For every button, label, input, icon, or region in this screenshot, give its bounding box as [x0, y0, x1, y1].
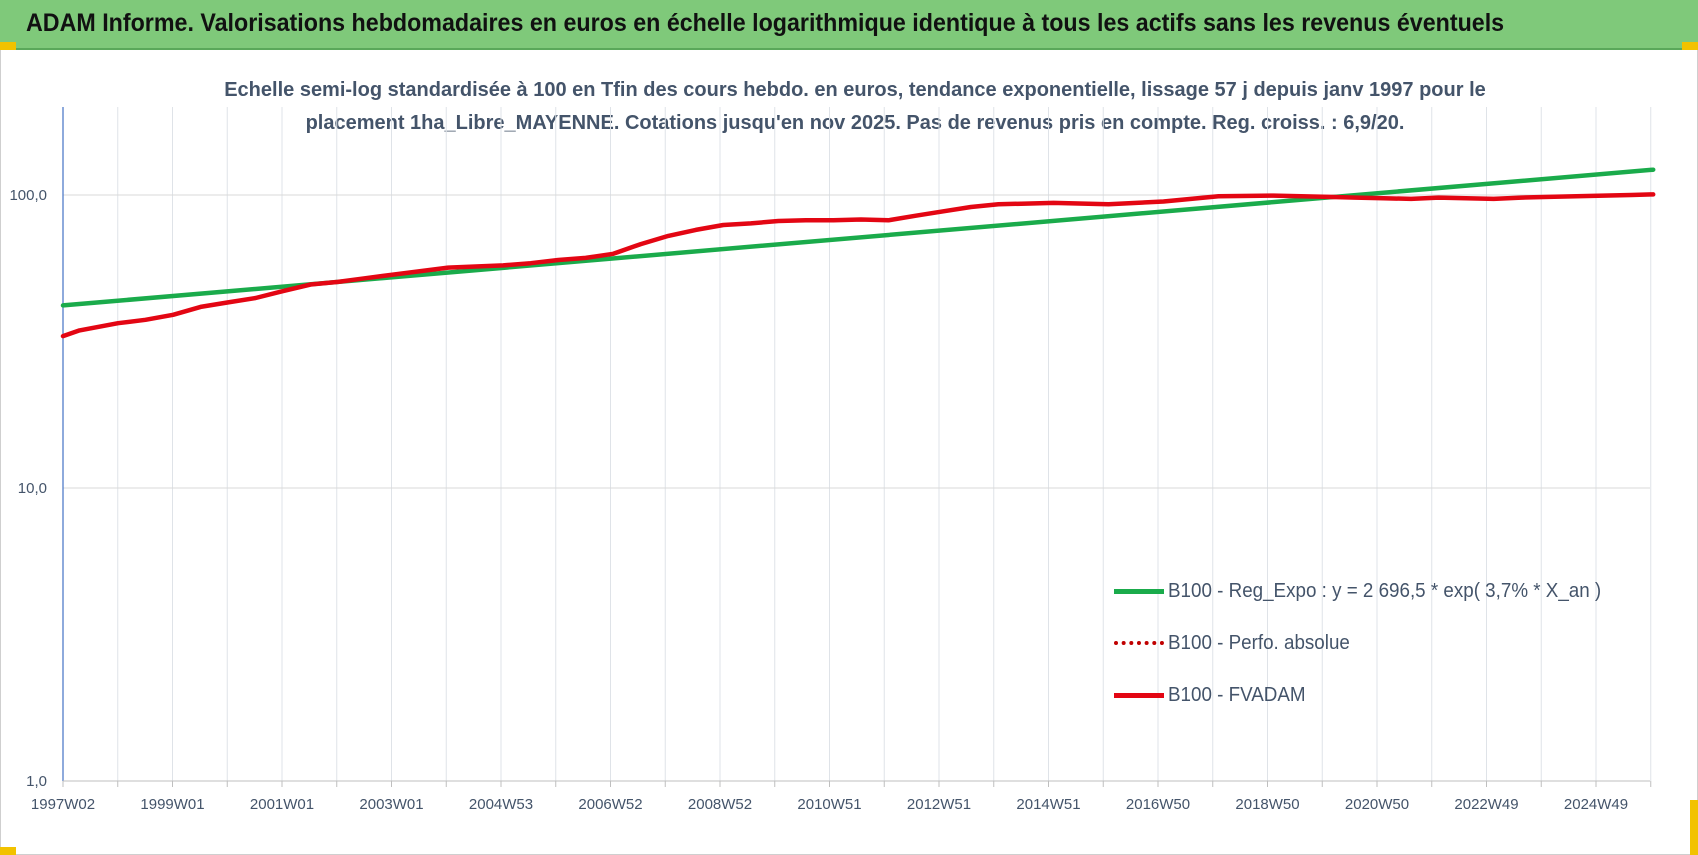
x-tick-label: 2012W51 — [907, 796, 971, 813]
x-tick-label: 2024W49 — [1564, 796, 1628, 813]
legend-label-perfo-absolue: B100 - Perfo. absolue — [1168, 631, 1350, 654]
x-tick-label: 2010W51 — [797, 796, 861, 813]
x-tick-label: 1997W02 — [31, 796, 95, 813]
legend-swatch-green-line — [1114, 588, 1164, 594]
chart-title: Echelle semi-log standardisée à 100 en T… — [160, 74, 1550, 140]
series-line-fvadam — [60, 192, 1656, 339]
legend-item-reg-expo: B100 - Reg_Expo : y = 2 696,5 * exp( 3,7… — [1114, 565, 1674, 617]
chart-title-line-2: placement 1ha_Libre_MAYENNE. Cotations j… — [305, 112, 1405, 134]
x-tick-label: 2004W53 — [469, 796, 533, 813]
x-tick-label: 2008W52 — [688, 796, 752, 813]
y-tick-label: 1,0 — [26, 773, 47, 790]
y-tick-label: 100,0 — [9, 187, 47, 204]
x-tick-label: 2022W49 — [1454, 796, 1518, 813]
x-tick-label: 1999W01 — [140, 796, 204, 813]
legend-swatch-red-line — [1114, 692, 1164, 698]
banner-title: ADAM Informe. Valorisations hebdomadaire… — [26, 9, 1505, 37]
x-tick-label: 2018W50 — [1235, 796, 1299, 813]
axes — [62, 107, 1652, 787]
x-tick-label: 2016W50 — [1126, 796, 1190, 813]
legend-label-fvadam: B100 - FVADAM — [1168, 683, 1306, 706]
x-tick-label: 2006W52 — [578, 796, 642, 813]
y-tick-label: 10,0 — [18, 480, 47, 497]
x-tick-label: 2020W50 — [1345, 796, 1409, 813]
legend-item-fvadam: B100 - FVADAM — [1114, 669, 1674, 721]
corner-marker-top-left — [0, 42, 16, 50]
x-tick-label: 2001W01 — [250, 796, 314, 813]
tick-labels: 1,0 10,0 100,0 1997W02 1999W01 2001W01 2003W01… — [9, 187, 1628, 813]
chart-legend: B100 - Reg_Expo : y = 2 696,5 * exp( 3,7… — [1114, 565, 1674, 721]
chart-title-line-1: Echelle semi-log standardisée à 100 en T… — [224, 79, 1486, 101]
x-tick-label: 2003W01 — [359, 796, 423, 813]
header-banner: ADAM Informe. Valorisations hebdomadaire… — [0, 0, 1698, 50]
legend-label-reg-expo: B100 - Reg_Expo : y = 2 696,5 * exp( 3,7… — [1168, 579, 1602, 602]
corner-marker-bottom-right — [1690, 800, 1698, 855]
series-lines — [60, 167, 1656, 339]
legend-swatch-dotted-red-line — [1114, 641, 1164, 645]
corner-marker-bottom-left — [0, 847, 16, 855]
x-tick-label: 2014W51 — [1016, 796, 1080, 813]
corner-marker-top-right — [1682, 42, 1698, 50]
legend-item-perfo-absolue: B100 - Perfo. absolue — [1114, 617, 1674, 669]
